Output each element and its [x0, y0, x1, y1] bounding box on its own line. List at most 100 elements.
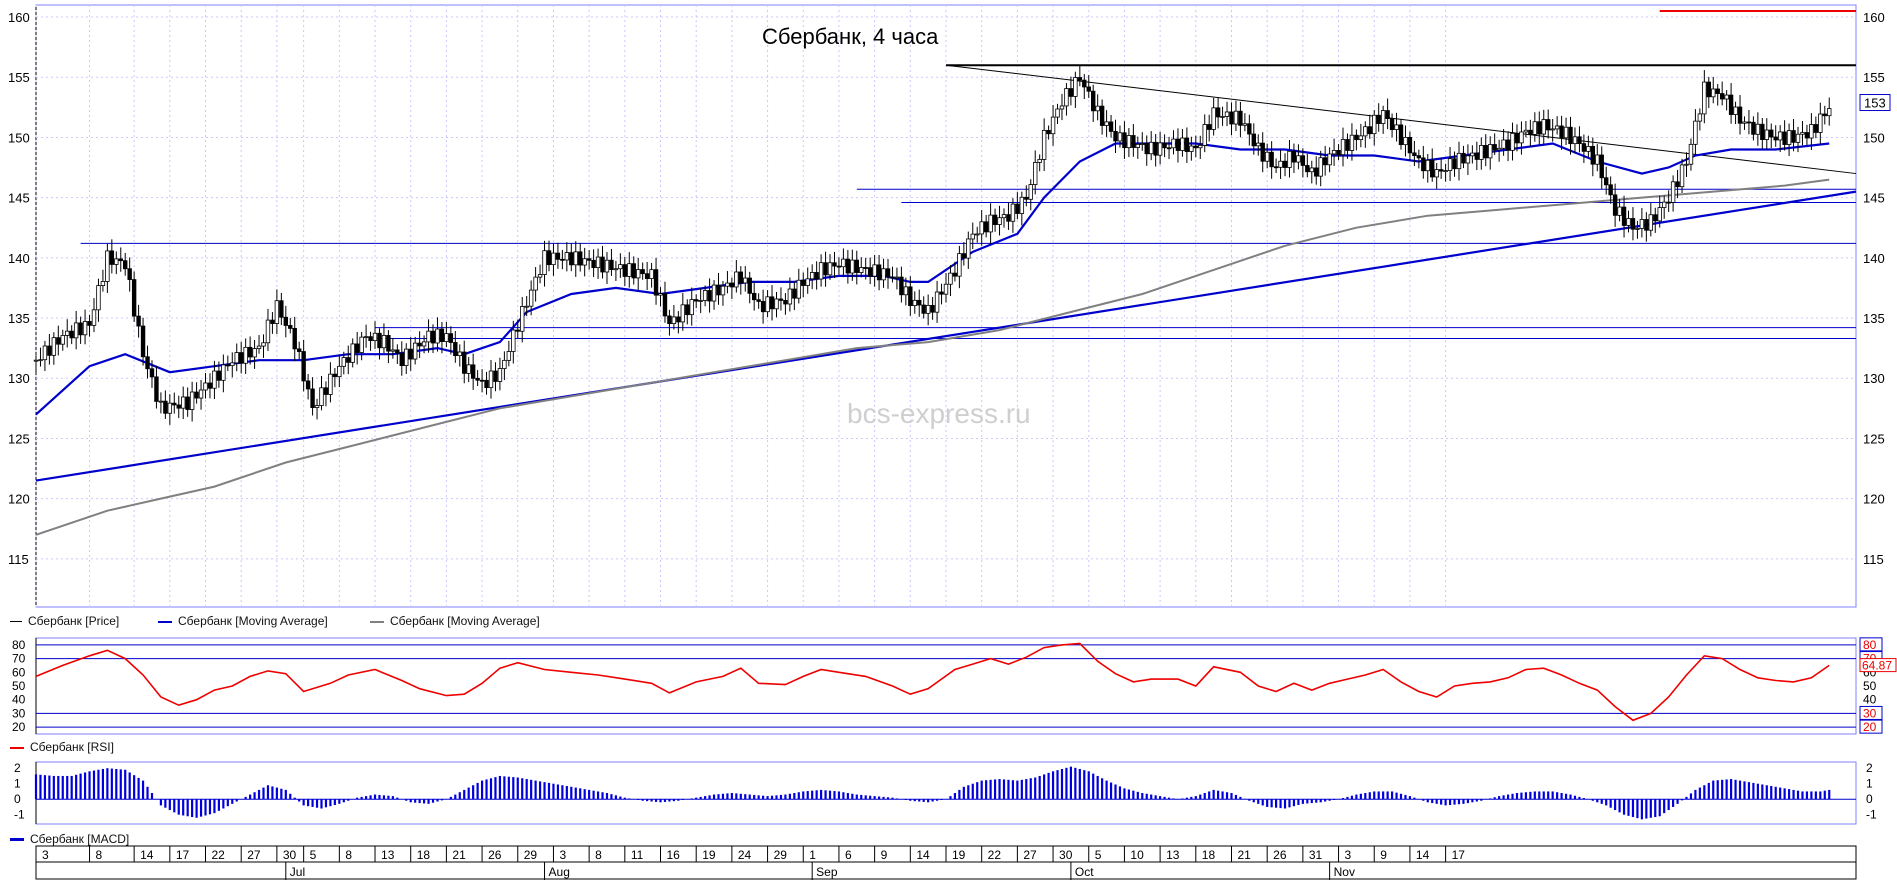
- candle-body: [1434, 169, 1439, 178]
- candle-body: [118, 258, 123, 262]
- candle-body: [1349, 134, 1355, 151]
- candle-body: [1104, 121, 1109, 126]
- candle-body: [1380, 110, 1386, 124]
- x-day-label: 13: [381, 848, 395, 862]
- candle-body: [524, 305, 529, 308]
- x-day-label: 17: [1452, 848, 1466, 862]
- candle-body: [948, 272, 953, 285]
- candle-body: [319, 387, 324, 406]
- candle-body: [1077, 77, 1083, 81]
- candle-body: [51, 337, 57, 356]
- candle-body: [1157, 142, 1163, 156]
- candle-body: [283, 316, 289, 326]
- candle-body: [876, 264, 882, 281]
- candle-body: [1572, 136, 1578, 145]
- x-month-label: Aug: [549, 865, 570, 879]
- candle-body: [1037, 159, 1042, 163]
- candle-body: [185, 396, 190, 410]
- candle-body: [841, 258, 846, 268]
- candle-body: [203, 382, 208, 391]
- moving-average-slow-line: [35, 178, 1830, 536]
- candle-body: [1314, 167, 1319, 177]
- candle-body: [939, 291, 944, 295]
- legend-swatch: [370, 620, 384, 623]
- x-day-label: 22: [212, 848, 226, 862]
- candle-body: [1273, 166, 1279, 169]
- candle-body: [1340, 139, 1346, 156]
- candle-body: [1760, 123, 1765, 140]
- x-day-label: 16: [667, 848, 681, 862]
- x-day-label: 26: [488, 848, 502, 862]
- candle-body: [1412, 152, 1417, 157]
- candle-body: [1563, 126, 1569, 139]
- candle-body: [1737, 106, 1743, 124]
- macd-tick-label-right: 0: [1866, 792, 1873, 806]
- candle-body: [1590, 146, 1596, 165]
- candle-body: [1376, 114, 1381, 124]
- x-day-label: 5: [1095, 848, 1102, 862]
- legend-swatch: [10, 838, 24, 842]
- candle-body: [1447, 158, 1453, 171]
- candle-body: [1175, 138, 1181, 151]
- x-day-label: 13: [1166, 848, 1180, 862]
- candle-body: [69, 330, 74, 339]
- candle-body: [1260, 142, 1265, 162]
- candle-body: [1559, 125, 1564, 139]
- candle-body: [381, 335, 387, 349]
- legend-swatch: [158, 620, 172, 623]
- rsi-level-box: [1859, 637, 1883, 652]
- candle-body: [386, 335, 391, 352]
- candle-body: [1514, 132, 1520, 144]
- candle-body: [238, 352, 244, 364]
- candle-body: [368, 336, 373, 342]
- candle-body: [720, 285, 726, 296]
- candle-body: [1055, 108, 1060, 118]
- x-day-label: 18: [1202, 848, 1216, 862]
- candle-body: [751, 292, 757, 301]
- candle-body: [435, 328, 440, 344]
- candle-body: [359, 336, 364, 353]
- candle-body: [1046, 130, 1051, 135]
- candle-body: [1791, 130, 1796, 143]
- candle-body: [805, 278, 810, 286]
- candle-body: [1220, 116, 1225, 118]
- candle-body: [1073, 77, 1078, 97]
- candle-body: [1264, 151, 1270, 162]
- candle-body: [105, 250, 110, 282]
- legend-item-ma-blue[interactable]: Сбербанк [Moving Average]: [158, 614, 328, 628]
- candle-body: [399, 352, 404, 367]
- candle-body: [520, 306, 525, 332]
- x-day-label: 8: [96, 848, 103, 862]
- rsi-tick-label-left: 20: [12, 720, 26, 734]
- candle-body: [1086, 86, 1091, 92]
- candle-body: [1813, 124, 1819, 133]
- candle-body: [1666, 201, 1671, 204]
- candle-body: [943, 283, 949, 295]
- legend-item-rsi[interactable]: Сбербанк [RSI]: [10, 740, 114, 754]
- candle-body: [899, 276, 904, 296]
- candle-body: [1238, 110, 1243, 126]
- candle-body: [1809, 124, 1814, 139]
- x-day-label: 14: [916, 848, 930, 862]
- candle-body: [1122, 132, 1127, 149]
- candle-body: [1697, 113, 1703, 122]
- price-tick-label-right: 160: [1863, 10, 1885, 25]
- candle-body: [212, 370, 217, 389]
- candle-body: [47, 345, 52, 356]
- legend-item-price[interactable]: Сбербанк [Price]: [10, 614, 119, 628]
- candle-body: [734, 271, 739, 288]
- candle-body: [1291, 150, 1297, 163]
- candle-body: [310, 388, 315, 408]
- candle-body: [1456, 152, 1462, 170]
- x-day-label: 17: [176, 848, 190, 862]
- legend-label: Сбербанк [MACD]: [30, 832, 130, 846]
- legend-item-ma-gray[interactable]: Сбербанк [Moving Average]: [370, 614, 540, 628]
- candle-body: [462, 351, 467, 374]
- candle-body: [1269, 151, 1274, 168]
- candle-body: [1166, 147, 1172, 150]
- candle-body: [323, 387, 329, 395]
- candle-body: [1537, 121, 1542, 135]
- x-day-label: 11: [631, 848, 644, 862]
- legend-item-macd[interactable]: Сбербанк [MACD]: [10, 832, 129, 846]
- price-tick-label-right: 120: [1863, 492, 1885, 507]
